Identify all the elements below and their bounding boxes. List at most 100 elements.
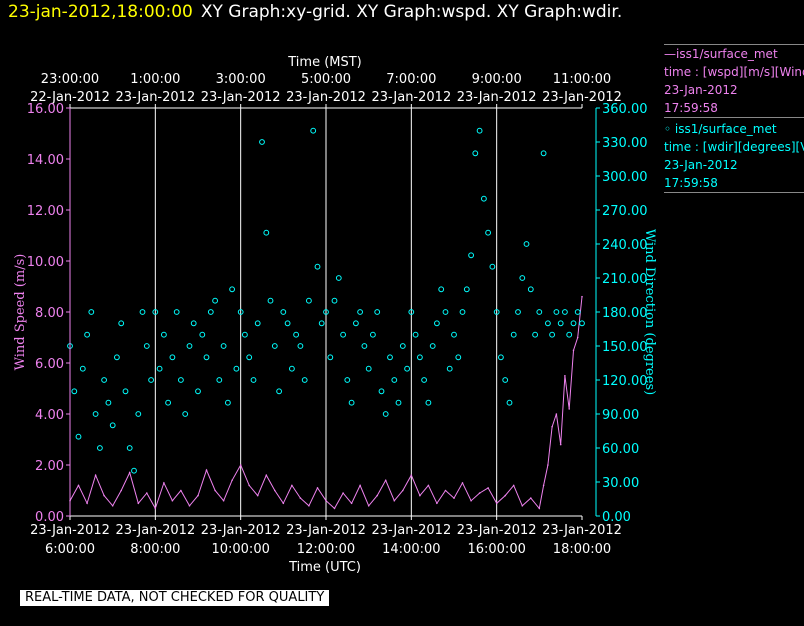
wdir-point xyxy=(327,354,334,361)
wspd-point xyxy=(367,505,370,507)
wspd-point xyxy=(576,336,579,339)
wspd-point xyxy=(248,484,250,487)
header-title: XY Graph:xy-grid. XY Graph:wspd. XY Grap… xyxy=(200,2,623,22)
wdir-point xyxy=(143,343,150,349)
legend-wdir-source: ◦ iss1/surface_met xyxy=(664,122,777,136)
wdir-point xyxy=(472,150,479,157)
quality-disclaimer: REAL-TIME DATA, NOT CHECKED FOR QUALITY xyxy=(20,590,330,606)
bottom-tick-time: 8:00:00 xyxy=(130,542,180,557)
right-tick-label: 300.00 xyxy=(602,170,648,185)
wdir-point xyxy=(75,433,82,440)
wspd-point xyxy=(538,507,541,510)
wdir-point xyxy=(105,399,112,406)
wdir-point xyxy=(429,343,436,349)
wspd-point xyxy=(559,443,562,446)
wdir-point xyxy=(289,365,295,372)
left-tick-label: 0.00 xyxy=(35,510,64,525)
wdir-point xyxy=(489,263,496,270)
wspd-point xyxy=(521,505,524,507)
wdir-point xyxy=(455,354,462,361)
wdir-point xyxy=(101,377,107,383)
wdir-point xyxy=(122,388,129,395)
wspd-point xyxy=(581,295,583,298)
wspd-point xyxy=(128,471,131,474)
wspd-point xyxy=(120,489,122,492)
wdir-point xyxy=(135,411,142,417)
wdir-point xyxy=(468,252,475,259)
wspd-point xyxy=(530,497,532,499)
wdir-point xyxy=(425,399,432,406)
wspd-point xyxy=(103,494,105,497)
right-tick-label: 270.00 xyxy=(602,204,648,219)
bottom-tick-date: 23-Jan-2012 xyxy=(286,523,366,538)
wdir-point xyxy=(570,320,577,327)
wdir-point xyxy=(434,320,440,327)
wdir-point xyxy=(259,139,265,145)
wdir-point xyxy=(229,286,236,293)
wspd-point xyxy=(512,484,515,487)
wdir-point xyxy=(284,320,291,327)
right-tick-label: 360.00 xyxy=(602,102,648,117)
right-tick-label: 210.00 xyxy=(602,272,648,287)
bottom-tick-time: 12:00:00 xyxy=(297,542,355,557)
wspd-point xyxy=(94,474,97,477)
wspd-point xyxy=(180,489,182,492)
left-tick-label: 10.00 xyxy=(27,255,64,270)
wdir-point xyxy=(220,343,227,349)
wdir-point xyxy=(237,309,244,315)
wdir-point xyxy=(161,331,167,338)
wdir-point xyxy=(485,229,492,236)
bottom-tick-time: 10:00:00 xyxy=(211,542,269,557)
right-tick-label: 60.00 xyxy=(602,442,639,457)
wspd-point xyxy=(461,482,464,484)
wspd-point xyxy=(359,484,361,487)
bottom-tick-time: 14:00:00 xyxy=(382,542,440,557)
wdir-point xyxy=(335,275,342,281)
wdir-point xyxy=(408,309,415,315)
wdir-point xyxy=(391,377,398,383)
wspd-point xyxy=(350,502,353,505)
wspd-series xyxy=(69,295,583,510)
wdir-point xyxy=(365,365,372,372)
wdir-point xyxy=(502,377,509,383)
left-tick-label: 16.00 xyxy=(27,102,64,117)
wspd-point xyxy=(231,479,233,482)
wdir-point xyxy=(131,467,137,474)
top-tick-date: 23-Jan-2012 xyxy=(457,90,537,105)
wspd-point xyxy=(393,499,396,502)
bottom-axis-label: Time (UTC) xyxy=(288,560,361,575)
wdir-point xyxy=(242,331,248,338)
wspd-point xyxy=(568,408,570,410)
wdir-point xyxy=(553,309,560,315)
wspd-point xyxy=(188,505,191,507)
wspd-point xyxy=(77,484,80,487)
wdir-point xyxy=(523,241,530,247)
wspd-point xyxy=(86,502,88,505)
wspd-point xyxy=(111,505,114,507)
wspd-point xyxy=(274,489,276,492)
wspd-point xyxy=(205,469,208,471)
wspd-point xyxy=(299,497,302,499)
wdir-point xyxy=(92,411,99,417)
wdir-point xyxy=(276,388,283,395)
left-tick-label: 8.00 xyxy=(35,306,64,321)
wdir-point xyxy=(212,297,219,304)
wspd-point xyxy=(555,413,558,415)
wdir-point xyxy=(527,286,534,293)
wdir-point xyxy=(421,377,428,383)
wdir-point xyxy=(331,297,338,304)
left-tick-label: 2.00 xyxy=(35,459,64,474)
wspd-point xyxy=(410,474,413,477)
left-tick-label: 12.00 xyxy=(27,204,64,219)
wdir-point xyxy=(293,331,300,338)
top-tick-time: 5:00:00 xyxy=(301,72,351,87)
wdir-point xyxy=(156,365,163,372)
axes: 23:00:00 22-Jan-2012 1:00:00 23-Jan-2012 3:0… xyxy=(27,72,648,557)
wdir-point xyxy=(126,445,133,451)
wdir-point xyxy=(506,399,513,406)
wdir-point xyxy=(357,309,364,315)
wspd-point xyxy=(419,494,421,497)
wdir-point xyxy=(246,354,253,361)
wdir-point xyxy=(378,388,385,395)
